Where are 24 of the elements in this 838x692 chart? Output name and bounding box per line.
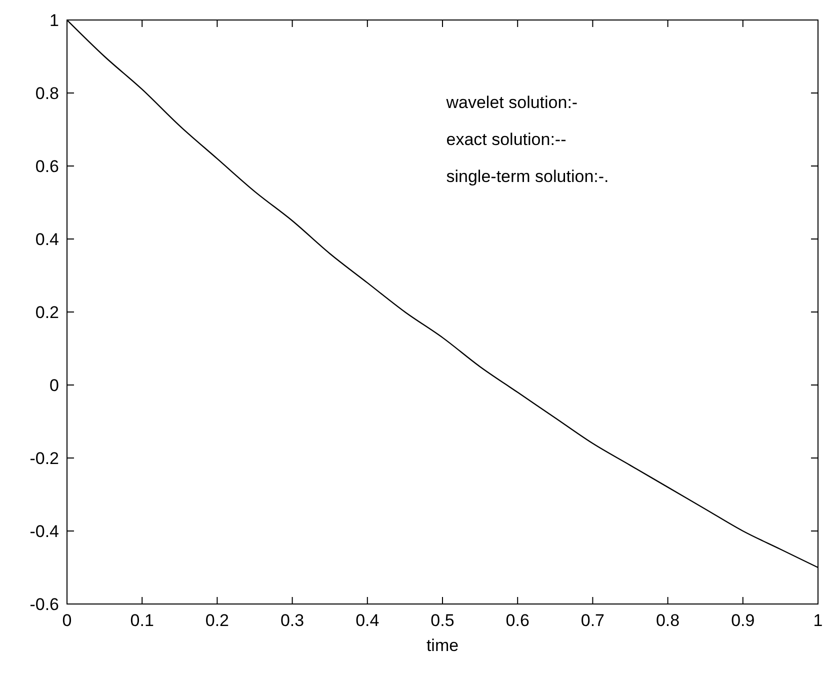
x-tick-label: 0.4 xyxy=(356,611,380,630)
y-tick-label: 0 xyxy=(50,376,59,395)
annotation: wavelet solution:- xyxy=(445,93,578,112)
x-tick-label: 0.6 xyxy=(506,611,530,630)
y-tick-label: 0.2 xyxy=(35,302,59,322)
x-tick-label: 0.3 xyxy=(280,611,304,630)
x-tick-label: 0 xyxy=(62,611,72,630)
y-tick-label: 1 xyxy=(50,10,59,30)
x-axis-title: time xyxy=(426,636,459,655)
y-tick-label: -0.6 xyxy=(30,594,59,614)
y-tick-label: 0.4 xyxy=(35,230,59,249)
x-tick-label: 0.8 xyxy=(656,611,680,630)
y-tick-label: -0.4 xyxy=(30,522,59,541)
y-tick-label: 0.8 xyxy=(35,84,59,103)
annotation: exact solution:-- xyxy=(446,130,566,149)
x-tick-label: 0.9 xyxy=(731,611,755,630)
annotation: single-term solution:-. xyxy=(446,167,609,186)
y-tick-label: 0.6 xyxy=(35,156,59,176)
x-tick-label: 0.5 xyxy=(430,611,454,630)
y-tick-label: -0.2 xyxy=(30,448,59,468)
x-tick-label: 0.1 xyxy=(130,611,154,630)
x-tick-label: 1 xyxy=(813,611,823,630)
x-tick-label: 0.2 xyxy=(205,611,230,630)
x-tick-label: 0.7 xyxy=(580,611,605,630)
